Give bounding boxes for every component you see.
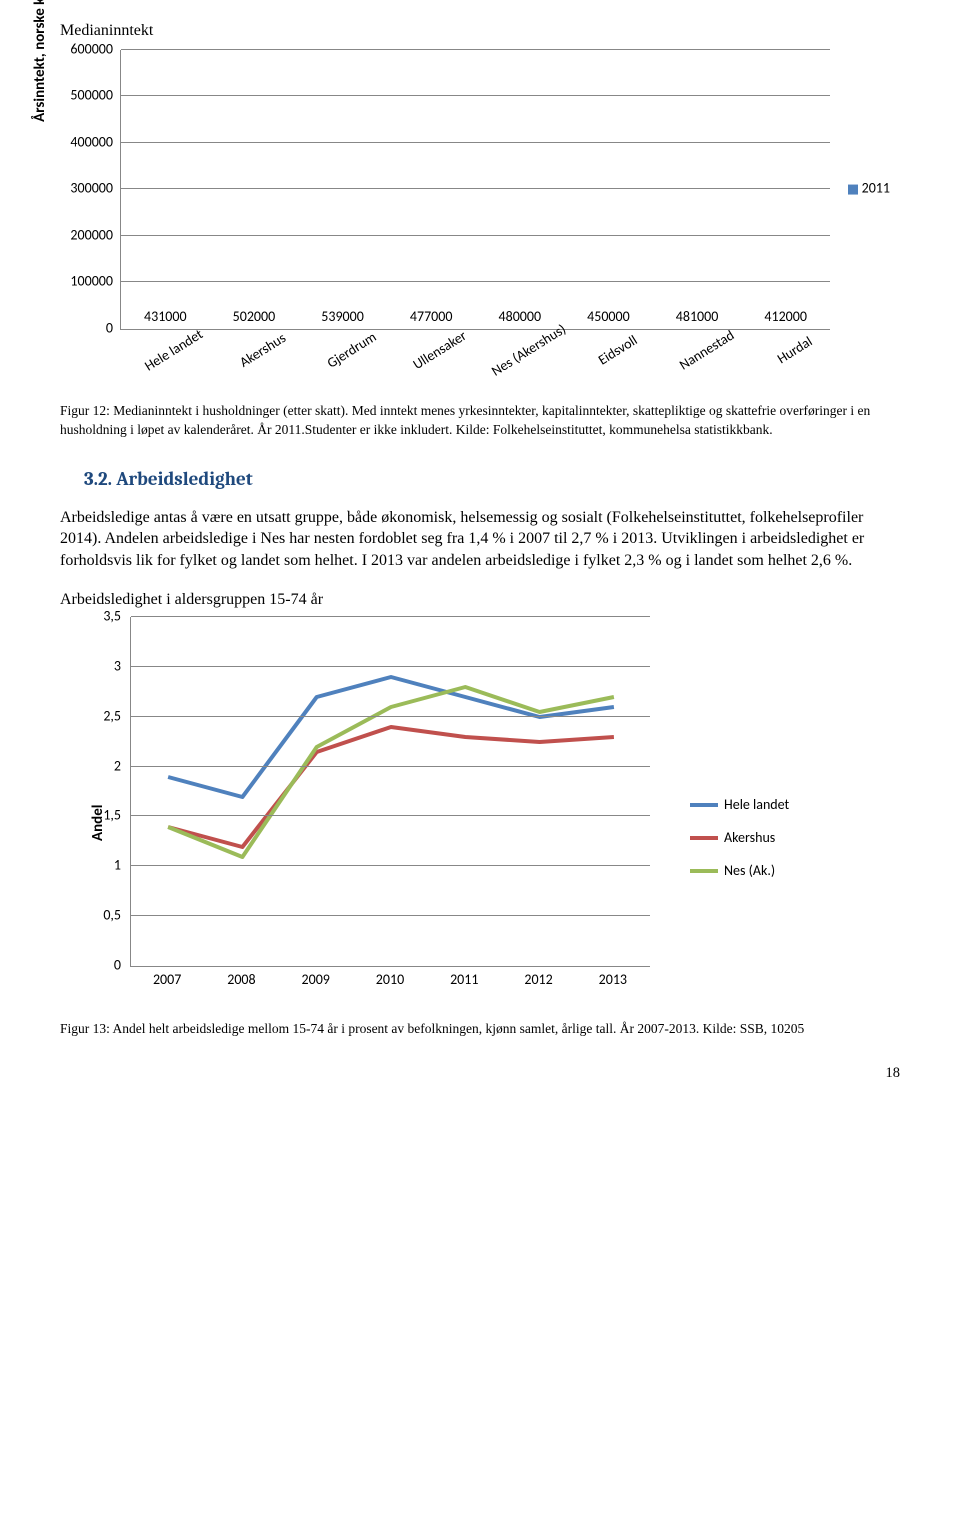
bar-column: 502000: [210, 308, 299, 329]
y-tick-label: 0: [57, 319, 113, 338]
y-tick-label: 600000: [57, 40, 113, 59]
x-tick-label: 2009: [279, 967, 353, 990]
line-x-labels: 2007200820092010201120122013: [90, 967, 650, 990]
section-heading: 3.2. Arbeidsledighet: [84, 467, 900, 493]
grid-line: [121, 49, 830, 50]
line-chart-title: Arbeidsledighet i aldersgruppen 15-74 år: [60, 589, 900, 611]
y-tick-label: 1,5: [103, 807, 121, 826]
bar-y-axis-label: Årsinntekt, norske kroner: [30, 0, 50, 122]
y-tick-label: 3: [114, 657, 121, 676]
bar-value-label: 431000: [144, 308, 187, 327]
y-tick-label: 0: [114, 956, 121, 975]
grid-line: [131, 815, 650, 816]
bar-column: 450000: [564, 308, 653, 329]
bar-chart-title: Medianinntekt: [60, 20, 900, 42]
y-tick-label: 400000: [57, 133, 113, 152]
bar-value-label: 539000: [321, 308, 364, 327]
x-tick-label: 2011: [427, 967, 501, 990]
grid-line: [121, 95, 830, 96]
bar-column: 477000: [387, 308, 476, 329]
legend-swatch-icon: [848, 184, 858, 194]
section-number: 3.2.: [84, 468, 112, 490]
grid-line: [121, 188, 830, 189]
grid-line: [121, 142, 830, 143]
bar-column: 480000: [476, 308, 565, 329]
y-tick-label: 3,5: [103, 607, 121, 626]
grid-line: [121, 281, 830, 282]
grid-line: [121, 235, 830, 236]
bar-value-label: 450000: [587, 308, 630, 327]
bar-value-label: 502000: [233, 308, 276, 327]
x-tick-label: 2008: [204, 967, 278, 990]
section-title: Arbeidsledighet: [116, 468, 252, 490]
series-line: [168, 687, 614, 857]
figure-12-caption: Figur 12: Medianinntekt i husholdninger …: [60, 402, 900, 438]
legend-label: Nes (Ak.): [724, 862, 775, 881]
legend-row: Nes (Ak.): [690, 862, 789, 881]
bar-column: 481000: [653, 308, 742, 329]
body-paragraph: Arbeidsledige antas å være en utsatt gru…: [60, 507, 900, 572]
series-line: [168, 677, 614, 797]
legend-label: Akershus: [724, 829, 775, 848]
y-tick-label: 2: [114, 757, 121, 776]
legend-row: Hele landet: [690, 796, 789, 815]
line-legend: Hele landet Akershus Nes (Ak.): [690, 796, 789, 895]
bar-column: 412000: [741, 308, 830, 329]
x-tick-label: 2010: [353, 967, 427, 990]
bar-value-label: 477000: [410, 308, 453, 327]
x-tick-label: 2013: [576, 967, 650, 990]
grid-line: [131, 766, 650, 767]
y-tick-label: 300000: [57, 180, 113, 199]
legend-line-icon: [690, 836, 718, 840]
y-tick-label: 2,5: [103, 707, 121, 726]
bar-y-ticks: 0100000200000300000400000500000600000: [57, 50, 113, 329]
grid-line: [131, 915, 650, 916]
bar-x-labels: Hele landetAkershusGjerdrumUllensakerNes…: [70, 330, 830, 353]
line-plot-area: 00,511,522,533,5: [130, 617, 650, 967]
bar-value-label: 412000: [764, 308, 807, 327]
grid-line: [131, 865, 650, 866]
grid-line: [131, 666, 650, 667]
y-tick-label: 100000: [57, 273, 113, 292]
bar-column: 539000: [298, 308, 387, 329]
y-tick-label: 200000: [57, 226, 113, 245]
bar-legend-label: 2011: [862, 180, 890, 199]
bar-chart: Årsinntekt, norske kroner 01000002000003…: [70, 50, 900, 353]
legend-label: Hele landet: [724, 796, 789, 815]
page-number: 18: [60, 1064, 900, 1084]
bar-legend: 2011: [848, 180, 890, 199]
x-tick-label: 2007: [130, 967, 204, 990]
y-tick-label: 500000: [57, 87, 113, 106]
figure-13-caption: Figur 13: Andel helt arbeidsledige mello…: [60, 1020, 900, 1038]
x-tick-label: 2012: [501, 967, 575, 990]
series-line: [168, 727, 614, 847]
bar-value-label: 480000: [499, 308, 542, 327]
legend-line-icon: [690, 803, 718, 807]
line-chart: Andel 00,511,522,533,5 20072008200920102…: [90, 617, 900, 990]
legend-line-icon: [690, 869, 718, 873]
bar-column: 431000: [121, 308, 210, 329]
y-tick-label: 1: [114, 857, 121, 876]
legend-row: Akershus: [690, 829, 789, 848]
bar-plot-area: 0100000200000300000400000500000600000 20…: [120, 50, 830, 330]
grid-line: [131, 616, 650, 617]
y-tick-label: 0,5: [103, 907, 121, 926]
grid-line: [131, 716, 650, 717]
bar-value-label: 481000: [676, 308, 719, 327]
